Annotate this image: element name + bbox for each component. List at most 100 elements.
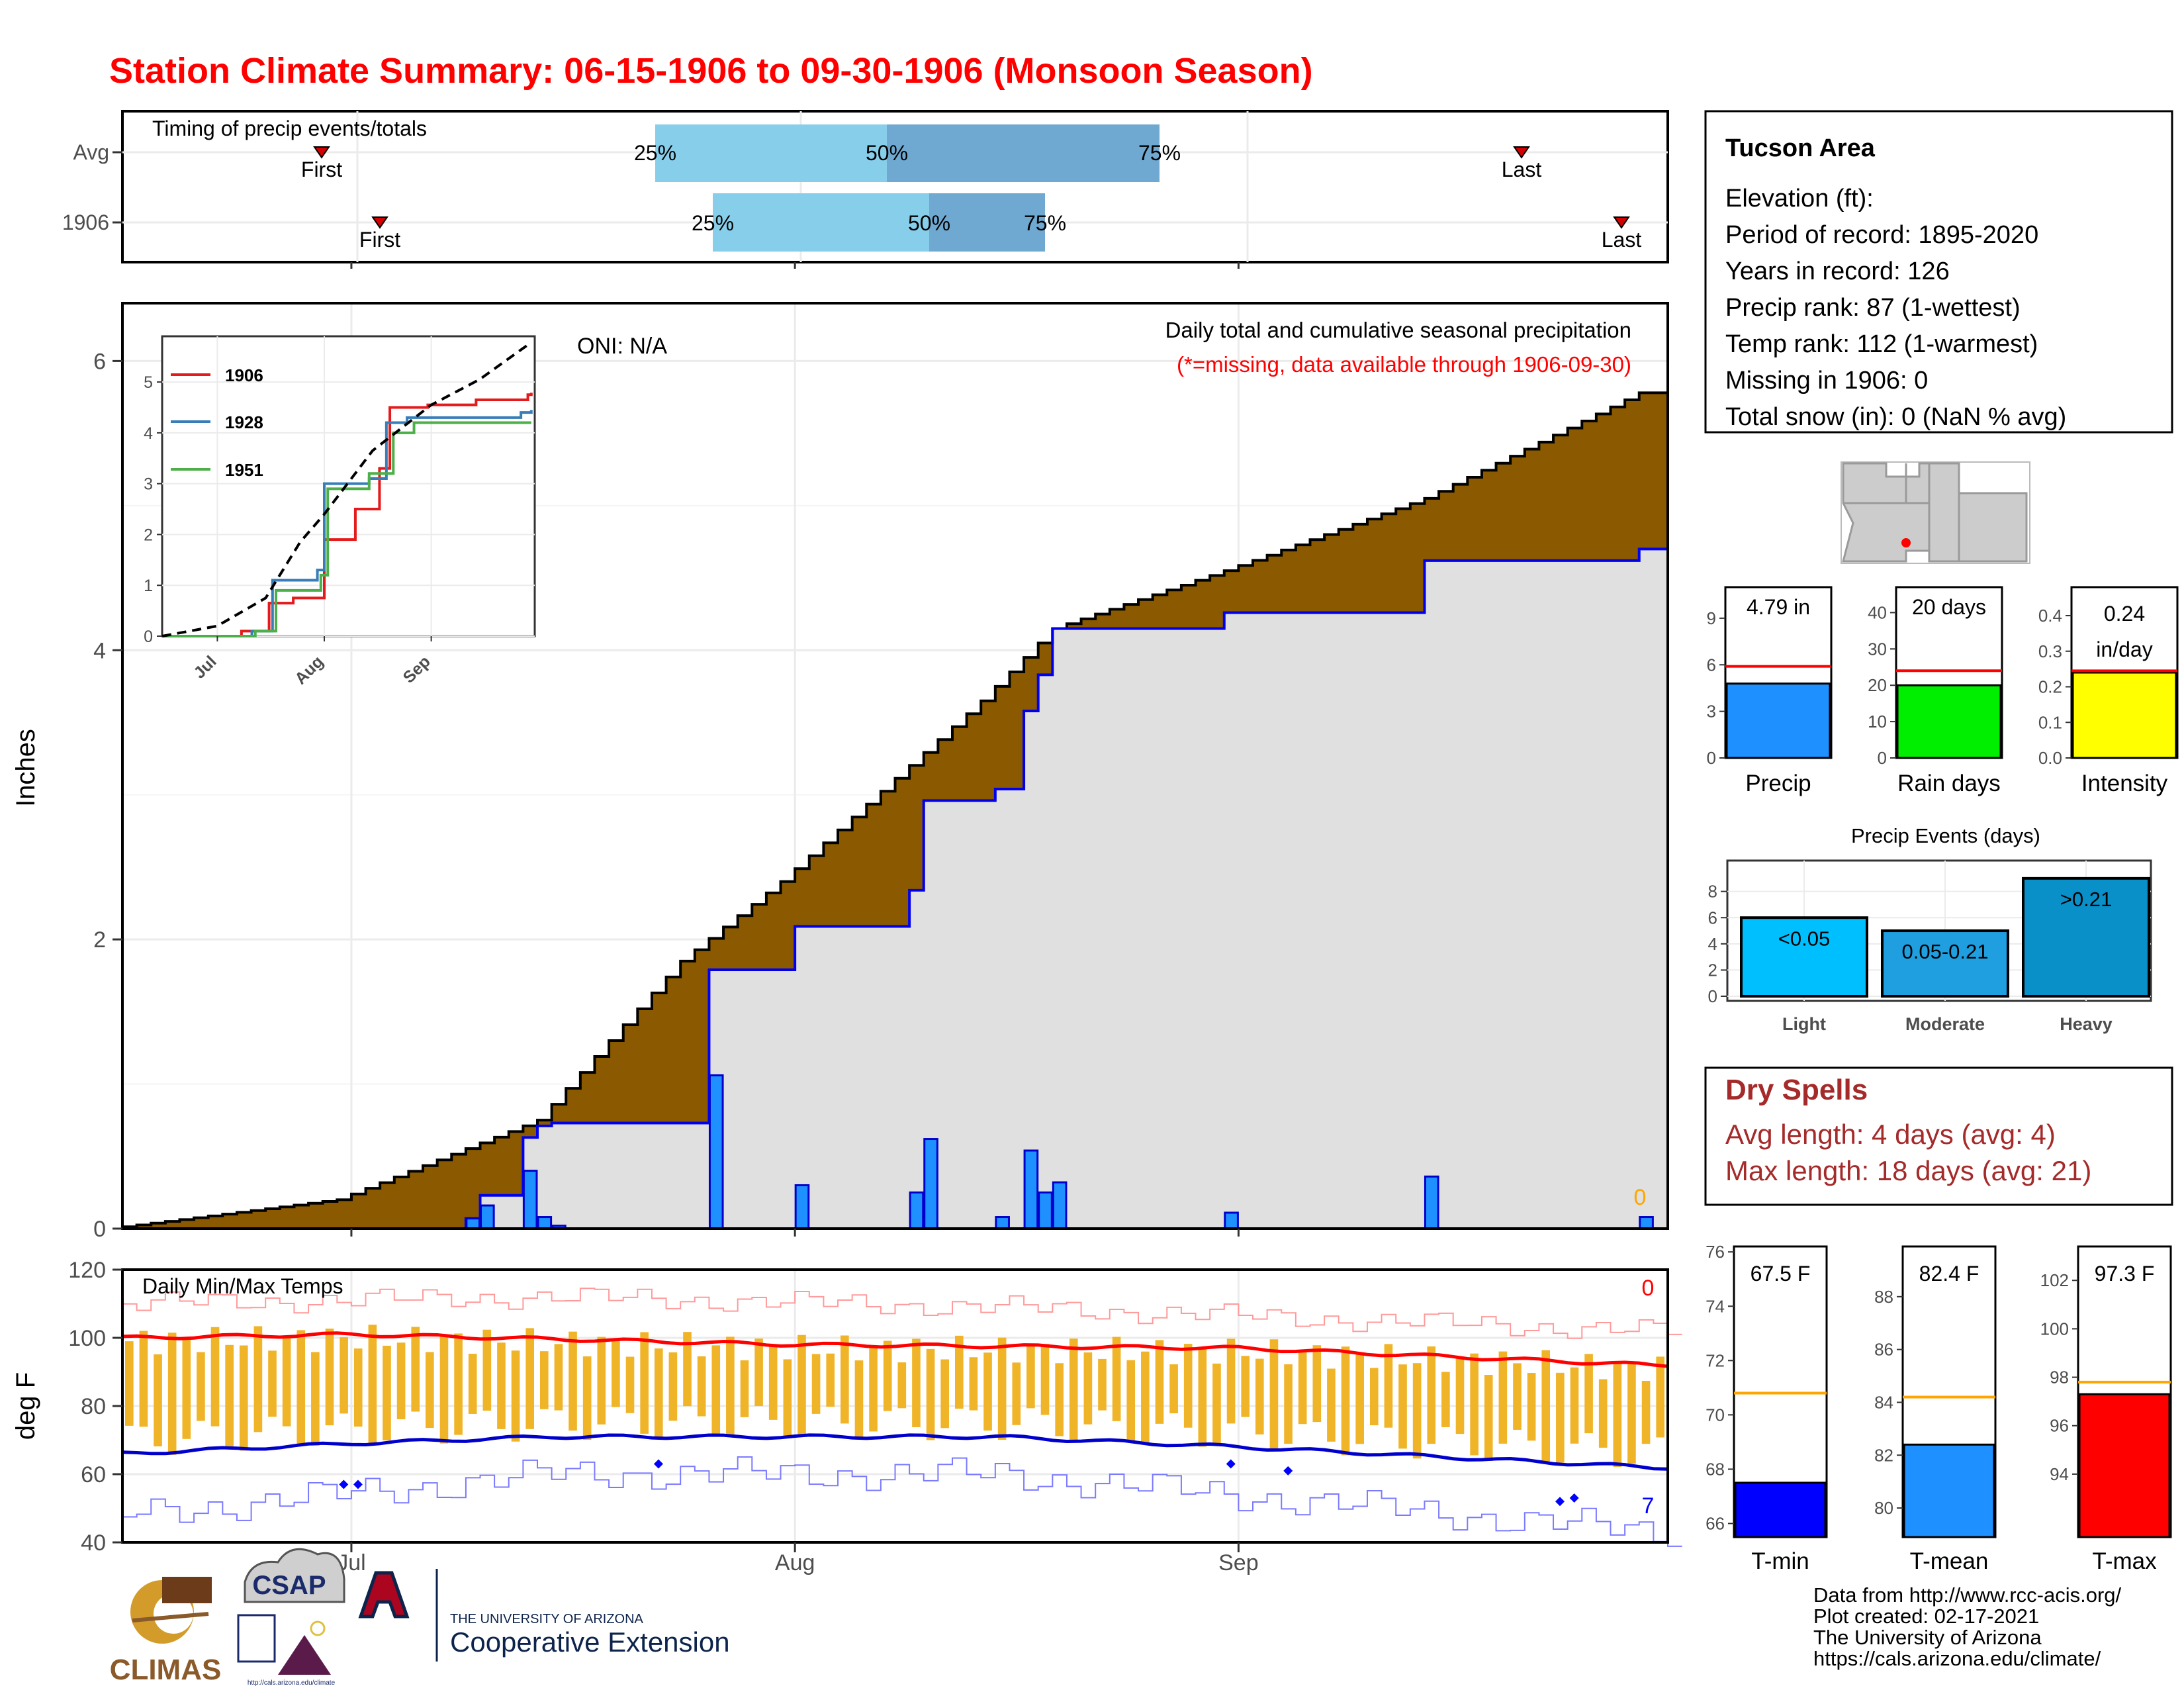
summary-bar-label: 0.24 (2104, 602, 2145, 626)
summary-bar-tick-label: 0.3 (2038, 641, 2062, 661)
temp-daily-range-bar (726, 1336, 735, 1437)
temp-daily-range-bar (1055, 1363, 1064, 1436)
temp-daily-range-bar (511, 1350, 520, 1442)
timing-1906-first-marker (371, 216, 388, 229)
precip-daily-bar (1224, 1211, 1239, 1230)
temp-y-label: deg F (11, 1372, 40, 1440)
inset-y-tick-label: 4 (144, 424, 153, 443)
summary-bar-tick-label: 0.1 (2038, 712, 2062, 732)
coop-ext-wordmark: Cooperative Extension (450, 1626, 730, 1658)
temp-record-marker (353, 1479, 363, 1489)
temp-daily-range-bar (569, 1331, 577, 1431)
events-tick-label: 8 (1708, 882, 1717, 902)
csap-logo: CSAP http://cals.arizona.edu/climate (237, 1548, 345, 1687)
summary-bar-value (1896, 684, 2002, 759)
precip-events-title: Precip Events (days) (1851, 824, 2040, 847)
temp-daily-range-bar (1126, 1360, 1136, 1442)
temp-daily-range-bar (997, 1337, 1007, 1440)
timing-1906-iqr-high (929, 193, 1045, 252)
temp-daily-range-bar (282, 1336, 291, 1427)
summary-bar-tick-label: 10 (1868, 712, 1887, 731)
summary-bar-label: 20 days (1912, 595, 1986, 619)
temp-daily-range-bar (1341, 1346, 1350, 1456)
precip-daily-bars (465, 1074, 1654, 1230)
info-line-missing: Missing in 1906: 0 (1725, 367, 1928, 395)
precip-daily-bar (1023, 1149, 1039, 1230)
temp-daily-range-bar (182, 1337, 191, 1439)
temp-daily-range-bar (668, 1352, 678, 1421)
events-tick-label: 0 (1708, 986, 1717, 1006)
temp-daily-range-bar (1412, 1363, 1422, 1459)
summary-bar-tick-label: 0 (1707, 748, 1716, 768)
dry-spells-title: Dry Spells (1725, 1074, 1868, 1106)
temp-daily-range-bar (1198, 1347, 1207, 1447)
temp-daily-range-bar (539, 1351, 549, 1409)
summary-bar-value (1725, 682, 1831, 759)
precip-panel: 0 2 4 6 Inches ONI: N/A Daily total and cum… (11, 302, 1669, 1242)
precip-daily-bar (522, 1170, 538, 1230)
temp-summary-tick-label: 76 (1706, 1242, 1725, 1262)
info-line-snow: Total snow (in): 0 (NaN % avg) (1725, 403, 2066, 431)
timing-1906-p75: 75% (1024, 211, 1066, 235)
temp-daily-range-bar (1641, 1380, 1651, 1444)
temp-daily-range-bar (1570, 1367, 1579, 1444)
temp-daily-range-bar (912, 1338, 921, 1427)
summary-bar-tick-label: 0.2 (2038, 677, 2062, 697)
temp-daily-range-bar (1098, 1358, 1107, 1411)
temp-summary-panel-t-mean: 82.4 F 80 82 84 86 88 T-mean (1874, 1245, 1997, 1574)
temp-daily-range-bar (468, 1354, 477, 1414)
timing-row-label-1906: 1906 (62, 211, 109, 234)
timing-panel: Timing of precip events/totals 25% 50% 7… (62, 110, 1669, 263)
temp-y-tick-label: 80 (81, 1394, 106, 1419)
temp-daily-range-bar (383, 1345, 391, 1440)
temp-summary-tick-label: 86 (1874, 1340, 1893, 1360)
temp-summary-tick-label: 80 (1874, 1498, 1893, 1518)
temp-daily-range-bar (897, 1362, 907, 1409)
month-tick-label: Sep (1218, 1550, 1259, 1575)
summary-bar-tick-label: 20 (1868, 675, 1887, 695)
summary-bar-label: 4.79 in (1747, 595, 1810, 619)
temp-daily-range-bar (1040, 1344, 1050, 1415)
temp-record-min-line (122, 1456, 1682, 1547)
temp-daily-range-bar (340, 1337, 348, 1414)
figure-title: Station Climate Summary: 06-15-1906 to 0… (109, 51, 1313, 91)
temp-y-tick-label: 120 (68, 1258, 106, 1283)
precip-events-chart: Precip Events (days) 0 2 4 6 8 <0.05 Light 0.05… (1708, 824, 2152, 1034)
info-line-temp-rank: Temp rank: 112 (1-warmest) (1725, 330, 2038, 358)
temp-summary-tick-label: 72 (1706, 1350, 1725, 1370)
timing-row-avg: 25% 50% 75% First Last (301, 124, 1541, 182)
footer-credits: Data from http://www.rcc-acis.org/ Plot … (1813, 1583, 2122, 1670)
info-line-elevation: Elevation (ft): (1725, 185, 1874, 212)
temp-summary-label: 97.3 F (2095, 1262, 2155, 1286)
temp-count-low: 7 (1642, 1493, 1655, 1519)
summary-bar-value (2071, 671, 2177, 759)
temp-daily-range-bar (1484, 1375, 1493, 1461)
summary-bar-tick-label: 9 (1707, 608, 1716, 628)
events-bar-label: 0.05-0.21 (1902, 940, 1989, 963)
temp-daily-range-bar (1255, 1358, 1264, 1434)
month-tick-label: Aug (775, 1550, 815, 1575)
precip-daily-bar (1639, 1216, 1654, 1230)
temp-summary-tick-label: 74 (1706, 1296, 1725, 1316)
temp-daily-range-bar (1470, 1353, 1479, 1456)
temp-record-marker (1569, 1493, 1579, 1503)
inset-legend-1951: 1951 (225, 460, 263, 480)
summary-bar-tick-label: 6 (1707, 655, 1716, 675)
temp-avg-min-line (122, 1433, 1668, 1471)
timing-avg-first-label: First (301, 158, 342, 181)
csap-url: http://cals.arizona.edu/climate (248, 1679, 336, 1687)
precip-daily-bar (923, 1138, 938, 1230)
info-line-period: Period of record: 1895-2020 (1725, 221, 2038, 249)
inset-y-tick-label: 2 (144, 526, 153, 544)
temp-daily-range-bar (983, 1352, 992, 1431)
temp-daily-range-bar (1369, 1368, 1379, 1426)
temp-daily-range-bar (683, 1332, 692, 1407)
temp-count-high: 0 (1642, 1276, 1655, 1301)
temp-daily-range-bar (426, 1352, 434, 1429)
info-line-years: Years in record: 126 (1725, 258, 1950, 285)
temp-daily-range-bar (1241, 1356, 1250, 1417)
temp-daily-range-bar (154, 1354, 162, 1446)
temp-daily-range-bar (582, 1356, 592, 1440)
